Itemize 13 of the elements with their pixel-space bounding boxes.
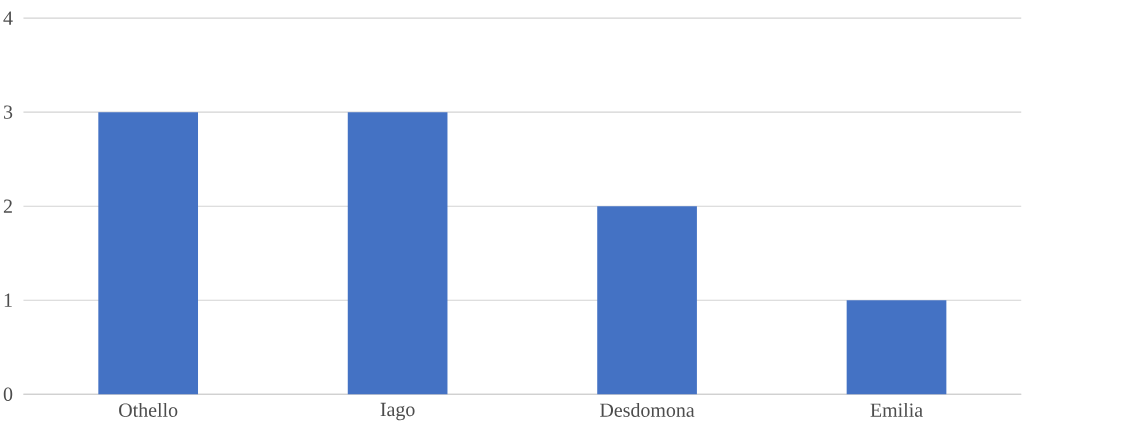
y-tick-label: 0 xyxy=(3,387,13,401)
y-tick-label: 1 xyxy=(4,293,12,307)
y-tick-label: 4 xyxy=(3,11,13,25)
bar xyxy=(98,112,199,395)
bar xyxy=(846,300,947,395)
y-tick-label: 3 xyxy=(3,105,13,119)
y-tick-label: 2 xyxy=(3,199,12,213)
bar xyxy=(597,206,697,395)
bar xyxy=(347,112,448,395)
x-tick-label: Emilia xyxy=(870,402,923,417)
x-tick-label: Othello xyxy=(119,402,178,417)
x-tick-label: Iago xyxy=(380,402,415,421)
x-tick-label: Desdomona xyxy=(600,402,695,417)
